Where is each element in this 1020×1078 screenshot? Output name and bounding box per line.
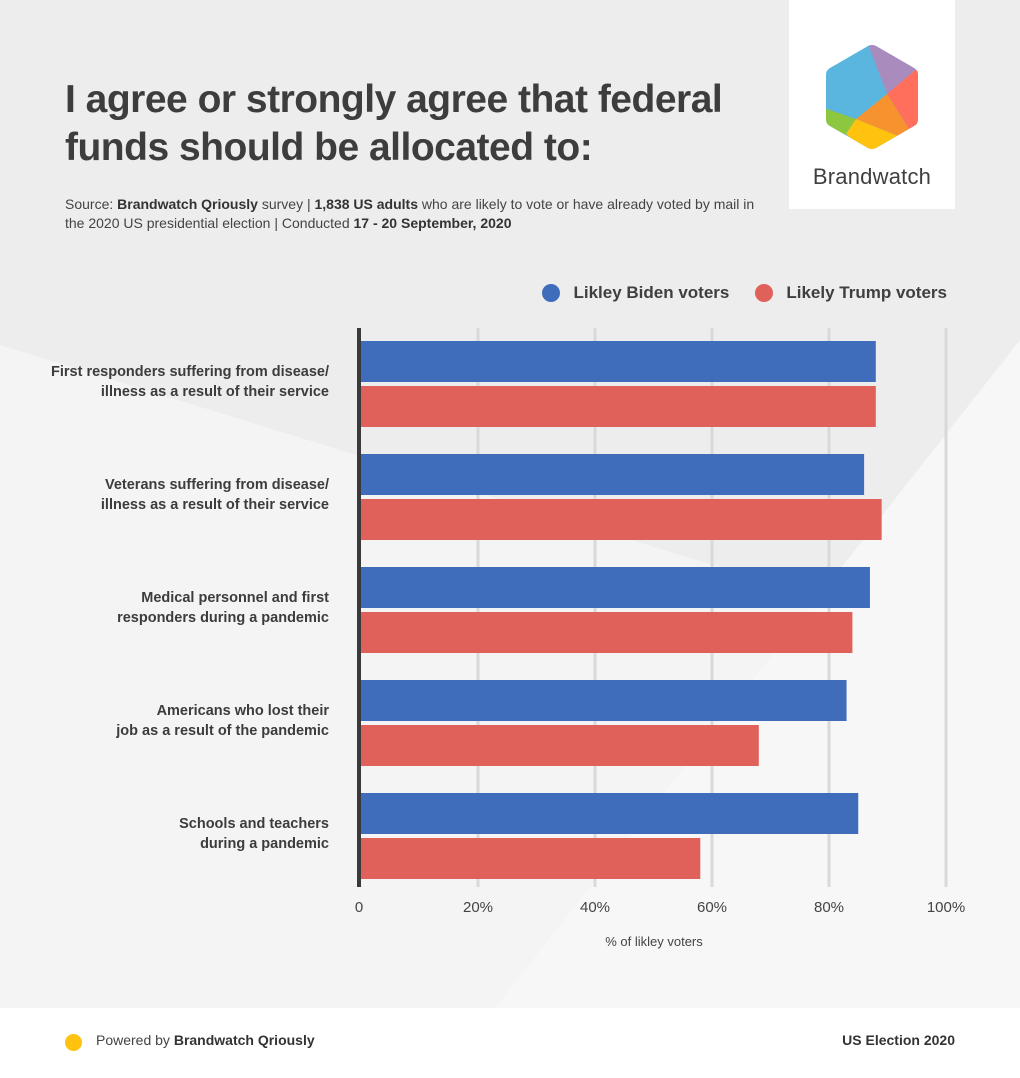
page-title: I agree or strongly agree that federal f… [65,78,723,169]
category-label-line: job as a result of the pandemic [116,722,329,739]
x-tick-label-20: 20% [462,899,494,916]
category-label-line: Schools and teachers [179,816,329,832]
category-label-line: during a pandemic [200,835,329,852]
category-label-line: Medical personnel and first [141,590,329,606]
source-brand: Brandwatch Qriously [117,196,258,212]
bar-biden-3 [361,680,847,721]
footer-campaign-label: US Election 2020 [842,1032,955,1048]
source-dates: 17 - 20 September, 2020 [353,214,512,231]
x-tick-label-40: 40% [579,899,611,916]
category-label-line: illness as a result of their service [100,496,329,513]
category-label-4: Schools and teachers during a pandemic [9,815,329,854]
powered-by: Powered by Brandwatch Qriously [96,1032,315,1048]
legend-label-trump: Likely Trump voters [786,283,947,302]
source-description: who are likely to vote or have already v… [65,196,755,231]
category-label-line: First responders suffering from disease/ [51,364,329,380]
footer: Powered by Brandwatch Qriously US Electi… [0,1008,1020,1078]
category-label-2: Medical personnel and first responders du… [9,589,329,628]
brand-wordmark: Brandwatch [812,164,932,189]
bar-chart [357,328,948,887]
x-tick-label-60: 60% [696,899,728,916]
x-tick-label-80: 80% [813,899,845,916]
legend-item-biden: Likley Biden voters [542,283,729,303]
bar-biden-4 [361,793,859,834]
powered-prefix: Powered by [96,1032,174,1048]
source-survey: survey | [257,196,315,212]
bar-biden-2 [361,567,870,608]
category-label-line: responders during a pandemic [117,609,329,626]
x-axis-title: % of likley voters [605,934,703,949]
bar-trump-1 [361,499,882,540]
bar-trump-2 [361,612,853,653]
category-label-line: Veterans suffering from disease/ [104,477,329,493]
x-tick-label-0: 0 [354,899,364,916]
source-note: Source: Brandwatch Qriously survey | 1,8… [65,195,755,232]
source-prefix: Source: [65,196,118,212]
bar-trump-4 [361,838,701,879]
chart-legend: Likley Biden voters Likely Trump voters [516,283,947,303]
brand-logo: Brandwatch [789,0,955,209]
bar-biden-1 [361,454,865,495]
category-label-line: illness as a result of their service [100,383,329,400]
legend-swatch-trump [755,284,774,302]
bar-trump-3 [361,725,759,766]
qriously-dot-icon [65,1034,82,1051]
legend-item-trump: Likely Trump voters [755,283,947,303]
category-label-line: Americans who lost their [156,703,329,719]
source-sample: 1,838 US adults [314,196,419,212]
legend-label-biden: Likley Biden voters [573,283,730,302]
bar-biden-0 [361,341,876,382]
x-tick-label-100: 100% [926,899,966,916]
brandwatch-hexagon-icon [826,45,918,149]
legend-swatch-biden [542,284,561,302]
powered-brand: Brandwatch Qriously [173,1032,315,1048]
bar-trump-0 [361,386,876,427]
category-label-3: Americans who lost their job as a result … [9,702,329,741]
category-label-1: Veterans suffering from disease/illness … [9,476,329,515]
category-label-0: First responders suffering from disease/… [9,363,329,402]
